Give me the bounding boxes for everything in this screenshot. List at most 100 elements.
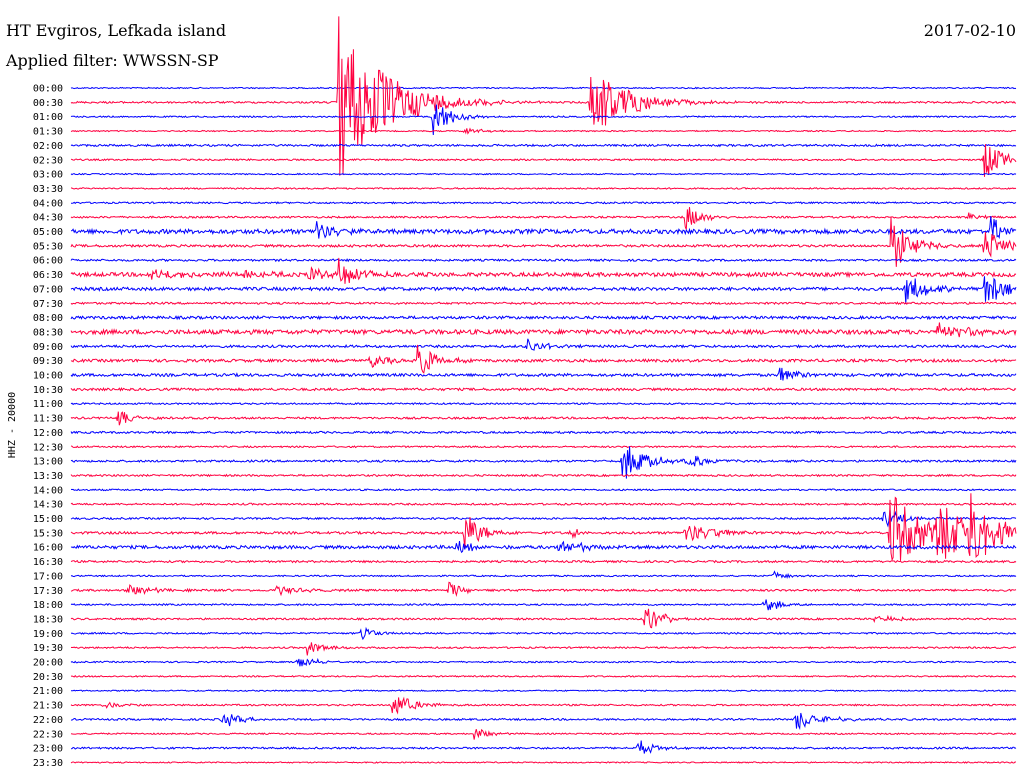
tick-label-2030: 20:30: [33, 672, 63, 683]
tick-label-2200: 22:00: [33, 715, 63, 726]
trace-0600: [70, 258, 1017, 263]
tick-label-0700: 07:00: [33, 284, 63, 295]
tick-label-1100: 11:00: [33, 399, 63, 410]
tick-label-1930: 19:30: [33, 643, 63, 654]
tick-label-1830: 18:30: [33, 614, 63, 625]
trace-0930: [70, 344, 1017, 374]
trace-0500: [70, 216, 1017, 239]
trace-1700: [70, 570, 1017, 580]
trace-1000: [70, 367, 1017, 381]
tick-label-0400: 04:00: [33, 198, 63, 209]
tick-label-2000: 20:00: [33, 658, 63, 669]
trace-1930: [70, 642, 1017, 656]
trace-0000: [70, 86, 1017, 90]
tick-label-1530: 15:30: [33, 528, 63, 539]
trace-1230: [70, 445, 1016, 449]
trace-1800: [70, 599, 1017, 611]
tick-label-0800: 08:00: [33, 313, 63, 324]
tick-label-0000: 00:00: [33, 84, 63, 95]
tick-label-0330: 03:30: [33, 184, 63, 195]
trace-0730: [70, 301, 1017, 306]
tick-label-1430: 14:30: [33, 500, 63, 511]
tick-label-1600: 16:00: [33, 543, 63, 554]
tick-label-1030: 10:30: [33, 385, 63, 396]
trace-0830: [70, 322, 1017, 338]
trace-0430: [70, 207, 1017, 230]
tick-label-1300: 13:00: [33, 457, 63, 468]
trace-1630: [70, 559, 1017, 564]
station-title: HT Evgiros, Lefkada island: [6, 21, 226, 40]
tick-label-1800: 18:00: [33, 600, 63, 611]
trace-1500: [70, 509, 1017, 528]
trace-1300: [70, 446, 1017, 479]
trace-1200: [70, 430, 1017, 435]
tick-label-0300: 03:00: [33, 170, 63, 181]
trace-0230: [70, 144, 1017, 177]
trace-0530: [70, 217, 1017, 267]
tick-label-0900: 09:00: [33, 342, 63, 353]
tick-label-0200: 02:00: [33, 141, 63, 152]
trace-1430: [70, 502, 1017, 506]
tick-label-1330: 13:30: [33, 471, 63, 482]
trace-2200: [70, 712, 1017, 731]
trace-2230: [70, 728, 1017, 740]
trace-2130: [70, 696, 1017, 715]
trace-2000: [70, 657, 1017, 667]
trace-0200: [70, 143, 1017, 148]
tick-label-0230: 02:30: [33, 155, 63, 166]
trace-1600: [70, 540, 1017, 554]
trace-0700: [70, 276, 1017, 305]
tick-label-2100: 21:00: [33, 686, 63, 697]
tick-label-0630: 06:30: [33, 270, 63, 281]
tick-label-1700: 17:00: [33, 571, 63, 582]
trace-0400: [71, 201, 1017, 205]
y-axis-label: HHZ - 20000: [7, 392, 18, 458]
trace-0800: [70, 314, 1017, 321]
trace-1330: [70, 473, 1017, 478]
tick-label-0830: 08:30: [33, 327, 63, 338]
date-label: 2017-02-10: [924, 21, 1016, 40]
trace-0030: [70, 16, 1017, 176]
tick-label-1000: 10:00: [33, 371, 63, 382]
tick-label-0730: 07:30: [33, 299, 63, 310]
tick-label-1730: 17:30: [33, 586, 63, 597]
tick-label-1130: 11:30: [33, 414, 63, 425]
tick-label-2300: 23:00: [33, 744, 63, 755]
tick-label-2130: 21:30: [33, 701, 63, 712]
tick-label-0030: 00:30: [33, 98, 63, 109]
trace-0330: [70, 187, 1017, 190]
trace-0300: [70, 172, 1017, 176]
trace-1730: [70, 581, 1017, 598]
tick-label-1230: 12:30: [33, 442, 63, 453]
trace-1400: [70, 488, 1017, 492]
trace-1100: [70, 402, 1017, 406]
trace-1130: [70, 411, 1017, 426]
trace-1830: [70, 608, 1017, 629]
tick-label-1400: 14:00: [33, 485, 63, 496]
trace-0630: [70, 257, 1017, 284]
tick-label-1630: 16:30: [33, 557, 63, 568]
traces: [70, 16, 1017, 764]
tick-label-1900: 19:00: [33, 629, 63, 640]
trace-1900: [70, 626, 1017, 641]
trace-0900: [70, 338, 1017, 351]
tick-label-0930: 09:30: [33, 356, 63, 367]
tick-label-0430: 04:30: [33, 213, 63, 224]
trace-1030: [70, 387, 1017, 392]
tick-label-0600: 06:00: [33, 256, 63, 267]
tick-label-0100: 01:00: [33, 112, 63, 123]
trace-1530: [70, 493, 1017, 562]
trace-2330: [70, 761, 1016, 764]
trace-0130: [70, 127, 1017, 135]
trace-2030: [70, 674, 1017, 678]
tick-label-0500: 05:00: [33, 227, 63, 238]
tick-label-0530: 05:30: [33, 241, 63, 252]
tick-label-1200: 12:00: [33, 428, 63, 439]
trace-2100: [70, 689, 1017, 693]
trace-2300: [70, 740, 1017, 754]
tick-labels: 00:00 00:30 01:00 01:30 02:00 02:30 03:00 03:30…: [33, 84, 63, 769]
tick-label-0130: 01:30: [33, 127, 63, 138]
tick-label-1500: 15:00: [33, 514, 63, 525]
trace-0100: [70, 104, 1017, 136]
